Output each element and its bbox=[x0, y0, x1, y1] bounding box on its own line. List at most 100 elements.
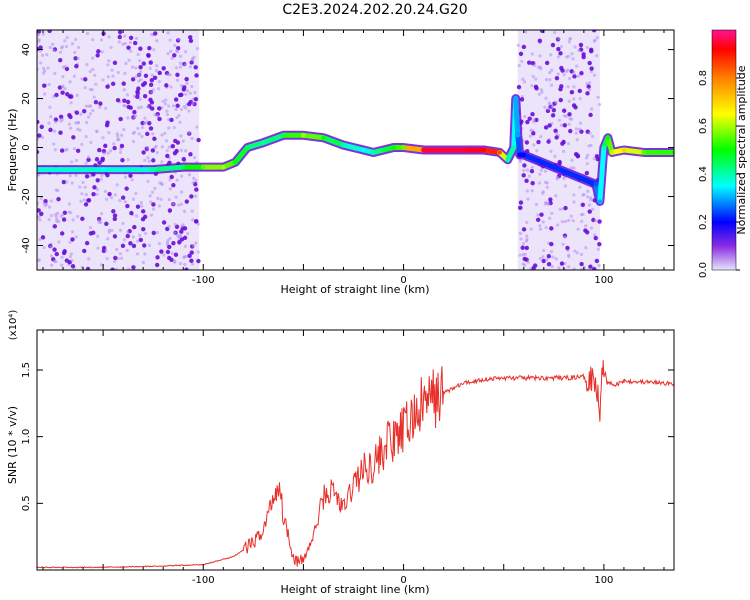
noise-point bbox=[571, 219, 575, 223]
noise-point bbox=[119, 143, 125, 149]
noise-point bbox=[139, 105, 143, 109]
noise-point bbox=[162, 253, 166, 257]
noise-point bbox=[545, 258, 549, 262]
noise-point bbox=[578, 97, 582, 101]
noise-point bbox=[586, 195, 590, 199]
noise-point bbox=[554, 194, 558, 198]
noise-point bbox=[87, 104, 91, 108]
noise-point bbox=[113, 259, 117, 263]
noise-point bbox=[191, 181, 195, 185]
noise-point bbox=[116, 134, 120, 138]
noise-point bbox=[155, 255, 160, 260]
ridge-point bbox=[621, 147, 627, 153]
noise-point bbox=[183, 49, 188, 54]
noise-point bbox=[174, 195, 178, 199]
noise-point bbox=[70, 264, 76, 269]
noise-point bbox=[95, 187, 99, 192]
noise-point bbox=[543, 105, 547, 109]
noise-point bbox=[156, 196, 160, 201]
noise-point bbox=[189, 258, 194, 263]
noise-point bbox=[163, 131, 167, 135]
noise-point bbox=[585, 45, 589, 50]
noise-point bbox=[550, 264, 554, 269]
noise-point bbox=[107, 131, 111, 135]
noise-point bbox=[590, 134, 595, 138]
y-tick-label: 0.5 bbox=[21, 495, 32, 511]
noise-point bbox=[135, 89, 140, 94]
noise-point bbox=[104, 221, 109, 227]
ridge-segment bbox=[621, 147, 647, 155]
noise-point bbox=[82, 198, 87, 202]
noise-point bbox=[155, 231, 159, 235]
noise-point bbox=[120, 157, 125, 163]
noise-point bbox=[521, 173, 526, 178]
noise-point bbox=[178, 65, 183, 69]
noise-point bbox=[584, 170, 590, 176]
noise-point bbox=[583, 228, 588, 233]
noise-point bbox=[567, 253, 571, 257]
noise-point bbox=[566, 142, 571, 146]
noise-point bbox=[544, 60, 550, 66]
noise-point bbox=[534, 117, 539, 123]
noise-point bbox=[143, 252, 147, 256]
noise-point bbox=[556, 72, 560, 76]
noise-point bbox=[65, 35, 69, 40]
noise-point bbox=[147, 243, 152, 247]
noise-point bbox=[118, 198, 122, 203]
noise-point bbox=[597, 263, 601, 268]
noise-point bbox=[100, 173, 104, 177]
noise-point bbox=[183, 244, 187, 248]
ridge-point bbox=[593, 182, 599, 187]
noise-point bbox=[85, 31, 90, 36]
noise-point bbox=[151, 207, 156, 211]
noise-point bbox=[165, 241, 169, 245]
noise-point bbox=[109, 45, 113, 50]
noise-point bbox=[118, 252, 122, 256]
noise-point bbox=[182, 226, 188, 231]
ridge-point bbox=[609, 150, 615, 155]
noise-point bbox=[556, 223, 560, 227]
noise-point bbox=[580, 219, 584, 223]
noise-point bbox=[177, 113, 181, 118]
noise-point bbox=[146, 179, 150, 183]
noise-point bbox=[193, 90, 197, 95]
noise-point bbox=[128, 241, 133, 246]
noise-point bbox=[110, 267, 115, 270]
noise-point bbox=[532, 143, 536, 147]
noise-point bbox=[80, 216, 85, 222]
noise-point bbox=[106, 237, 110, 241]
noise-point bbox=[564, 219, 568, 224]
ridge-point bbox=[505, 157, 510, 162]
noise-point bbox=[71, 135, 76, 140]
noise-point bbox=[103, 143, 108, 149]
noise-point bbox=[150, 190, 155, 194]
noise-point bbox=[118, 150, 123, 154]
noise-point bbox=[181, 139, 185, 143]
noise-point bbox=[60, 118, 64, 122]
noise-point bbox=[39, 211, 44, 217]
noise-point bbox=[175, 140, 181, 145]
bottom-plot-axes: -100 0 100 0.5 1.0 1.5 bbox=[21, 330, 674, 586]
ridge-point bbox=[150, 167, 156, 172]
ridge-segment bbox=[515, 132, 523, 158]
noise-point bbox=[588, 264, 593, 269]
noise-point bbox=[155, 64, 159, 68]
noise-point bbox=[52, 129, 57, 133]
noise-point bbox=[562, 73, 566, 77]
noise-point bbox=[80, 77, 84, 81]
ridge-point bbox=[381, 147, 386, 153]
noise-point bbox=[59, 231, 65, 236]
y-tick-label: 1.0 bbox=[21, 429, 32, 445]
noise-point bbox=[579, 71, 584, 76]
noise-point bbox=[548, 78, 552, 82]
ridge-segment bbox=[260, 132, 286, 146]
noise-point bbox=[561, 108, 567, 113]
noise-point bbox=[76, 214, 80, 219]
noise-point bbox=[125, 248, 129, 253]
noise-point bbox=[139, 70, 143, 74]
noise-point bbox=[167, 145, 171, 149]
noise-point bbox=[550, 211, 554, 215]
noise-point bbox=[575, 138, 579, 142]
noise-point bbox=[587, 203, 592, 207]
noise-point bbox=[107, 230, 111, 234]
